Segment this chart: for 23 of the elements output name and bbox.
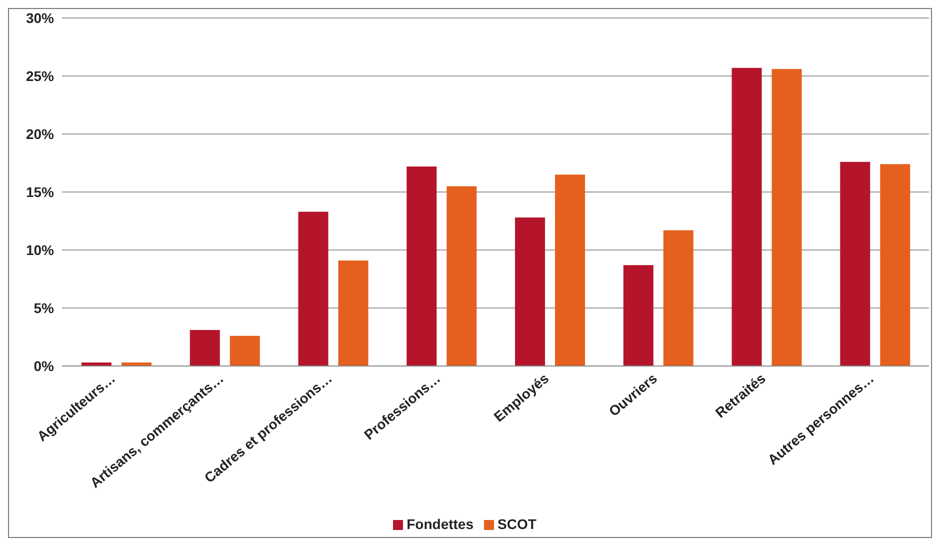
y-tick-label: 5% xyxy=(34,300,55,316)
bar xyxy=(338,260,368,366)
bar xyxy=(298,212,328,366)
y-tick-label: 15% xyxy=(26,184,55,200)
bar xyxy=(880,164,910,366)
bar xyxy=(446,186,477,366)
bar xyxy=(555,174,586,366)
bar xyxy=(515,218,546,366)
legend-label: SCOT xyxy=(498,516,536,532)
bar xyxy=(840,162,870,366)
bar xyxy=(190,330,220,366)
y-tick-label: 20% xyxy=(26,126,55,142)
y-tick-label: 25% xyxy=(26,68,55,84)
legend-label: Fondettes xyxy=(406,516,474,532)
bar xyxy=(663,230,694,366)
bar xyxy=(732,68,762,366)
bar xyxy=(623,265,654,366)
y-tick-label: 30% xyxy=(26,10,55,26)
y-tick-label: 0% xyxy=(34,358,55,374)
bar xyxy=(230,336,260,366)
y-tick-label: 10% xyxy=(26,242,55,258)
bar xyxy=(406,166,437,366)
bar xyxy=(772,69,802,366)
